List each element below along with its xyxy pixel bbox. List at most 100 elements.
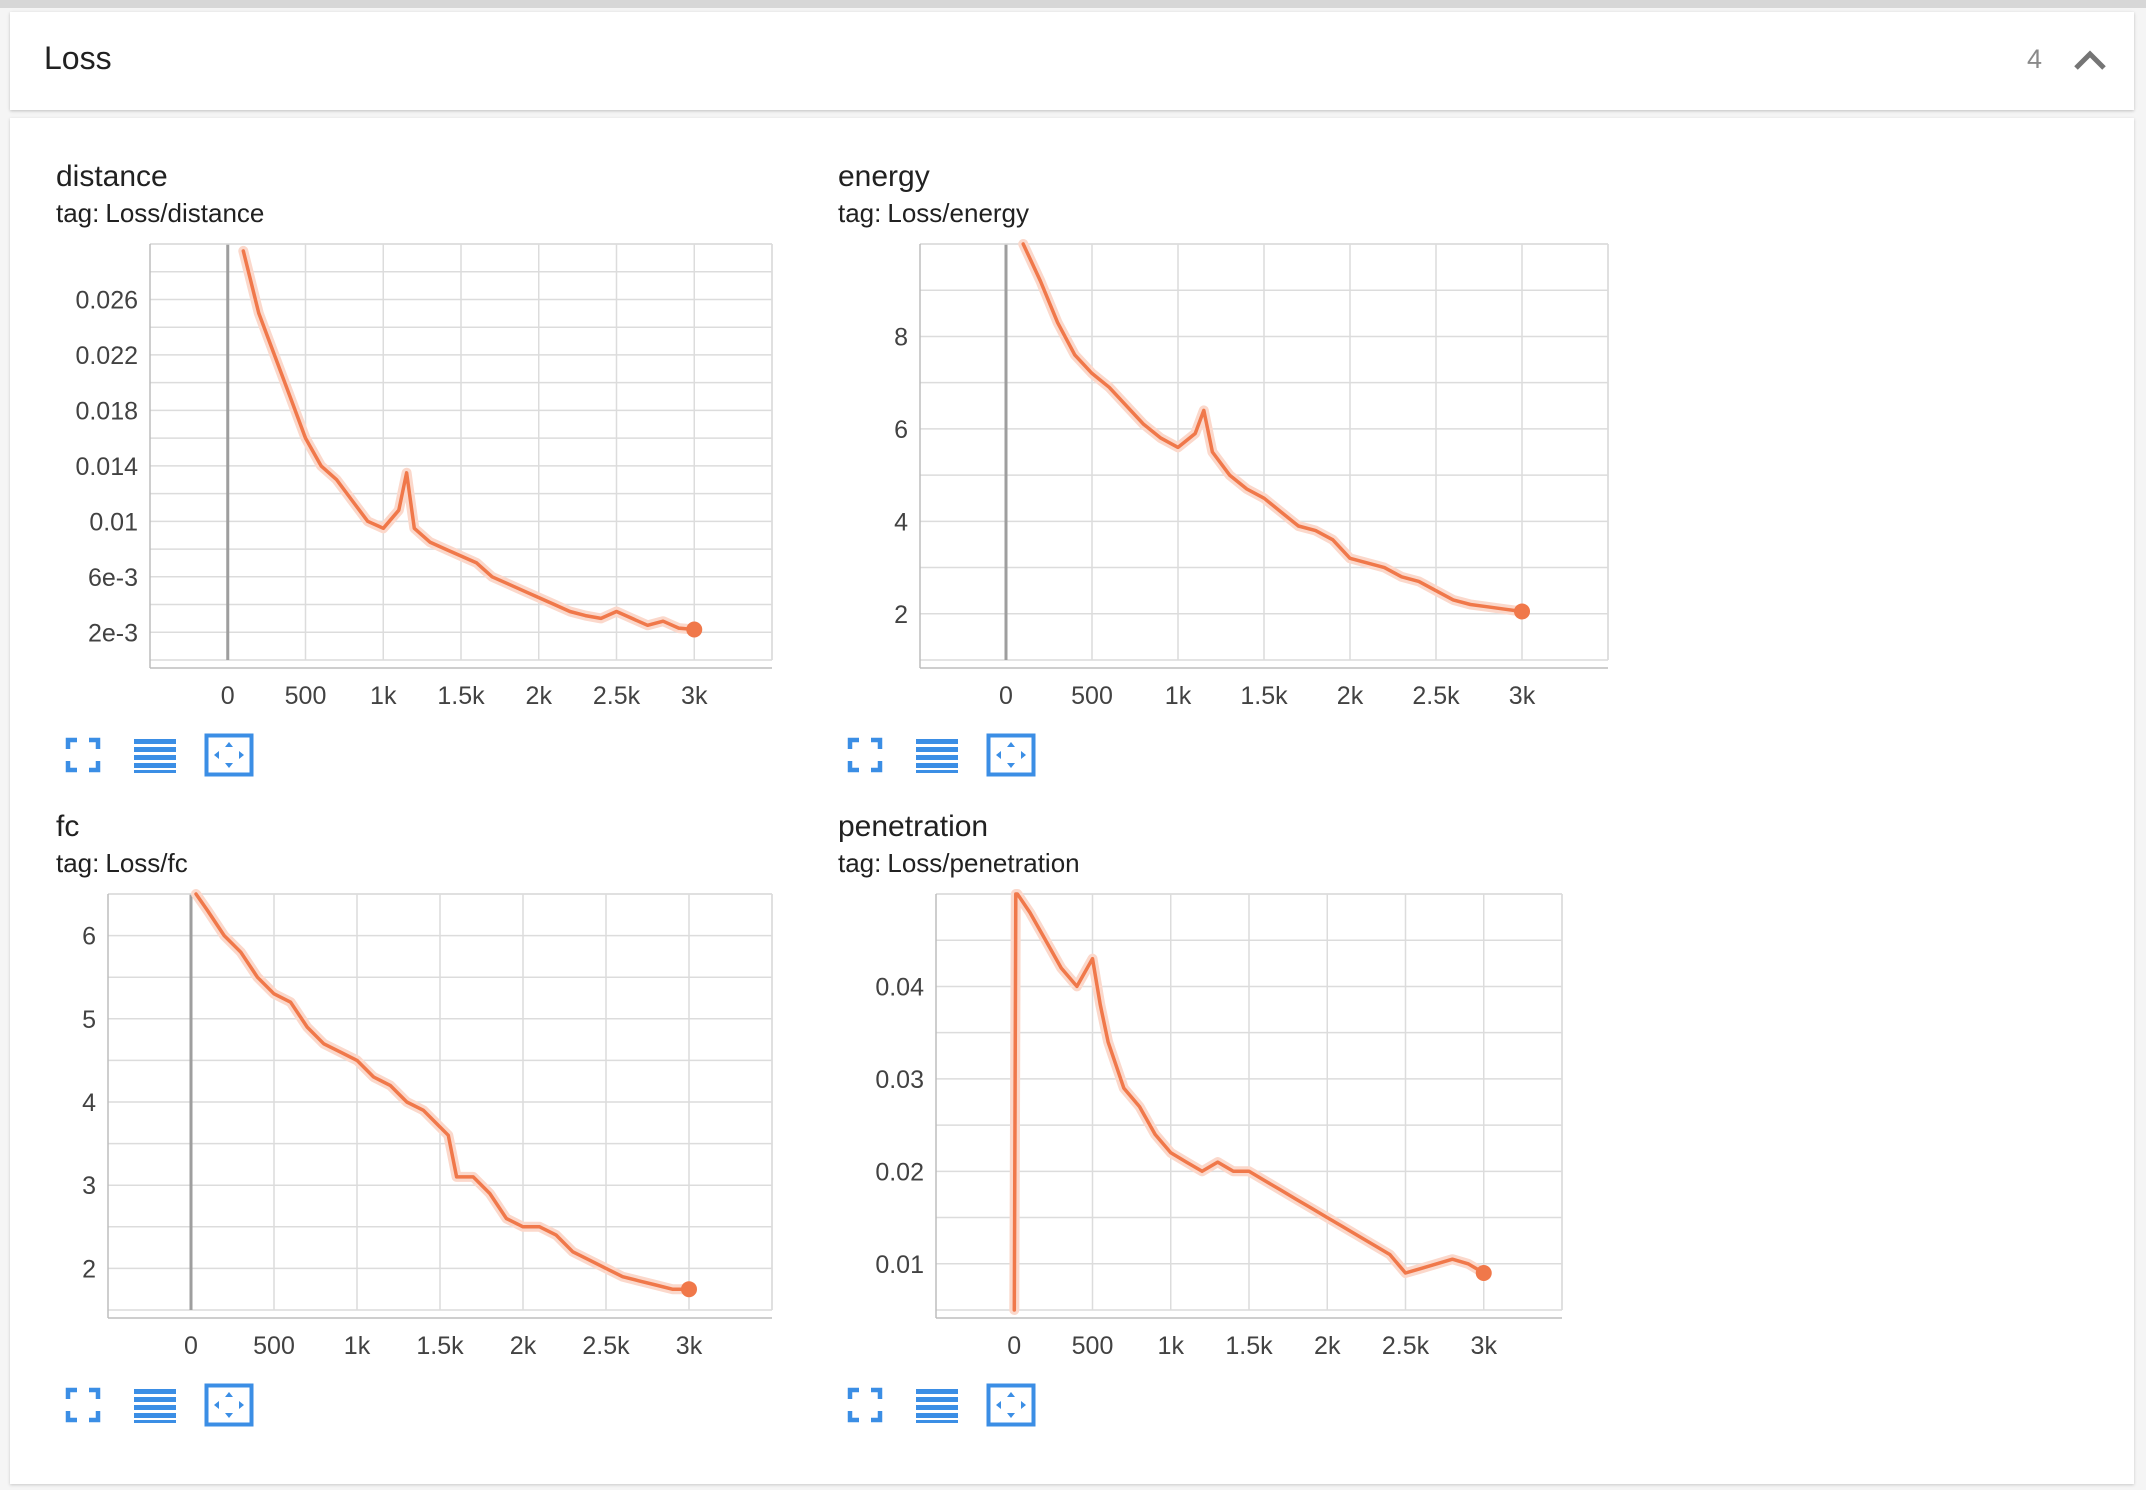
fit-domain-icon — [204, 1383, 254, 1427]
x-tick-label: 1.5k — [1225, 1332, 1273, 1360]
chart-title: penetration — [838, 810, 989, 843]
y-tick-label: 4 — [82, 1089, 96, 1117]
series-last-point — [1514, 603, 1530, 620]
y-tick-label: 6 — [82, 923, 96, 951]
y-tick-label: 0.02 — [875, 1158, 924, 1186]
line-chart-distance[interactable]: 2e-3 6e-3 0.01 0.014 0.018 0.022 0.026 0 500 1k 1.… — [10, 118, 790, 718]
x-tick-label: 500 — [253, 1332, 295, 1360]
data-table-button[interactable] — [910, 730, 964, 780]
x-tick-label: 1.5k — [437, 682, 485, 710]
x-tick-label: 2.5k — [593, 682, 641, 710]
series-last-point — [686, 621, 703, 638]
section-count: 4 — [2026, 44, 2042, 74]
x-tick-label: 0 — [999, 682, 1013, 710]
y-tick-label: 0.014 — [75, 453, 138, 481]
x-tick-label: 1k — [1158, 1332, 1185, 1360]
chart-tag: tag: Loss/distance — [56, 198, 264, 229]
chevron-up-icon[interactable] — [2068, 42, 2112, 78]
data-table-icon — [134, 739, 176, 773]
chart-tag-value: Loss/energy — [887, 198, 1030, 228]
chart-title: energy — [838, 160, 930, 193]
x-tick-label: 3k — [1509, 682, 1536, 710]
fit-domain-icon — [204, 733, 254, 777]
x-tick-label: 2k — [526, 682, 553, 710]
data-table-button[interactable] — [128, 730, 182, 780]
y-tick-label: 0.01 — [89, 508, 138, 536]
data-table-icon — [916, 739, 958, 773]
y-tick-label: 6e-3 — [88, 564, 138, 592]
fit-domain-button[interactable] — [984, 1380, 1038, 1430]
x-tick-label: 1.5k — [416, 1332, 464, 1360]
series-line-smoothed — [241, 249, 697, 632]
charts-panel: distance tag: Loss/distance 2e-3 6e-3 0.01 0… — [10, 118, 2134, 1484]
fit-domain-button[interactable] — [984, 730, 1038, 780]
series-last-point — [1475, 1265, 1492, 1282]
y-tick-label: 2 — [894, 601, 908, 629]
chart-tag-value: Loss/fc — [105, 848, 188, 878]
x-tick-label: 500 — [1072, 1332, 1114, 1360]
x-tick-label: 1k — [1165, 682, 1192, 710]
top-bar — [0, 0, 2146, 8]
section-header[interactable]: Loss 4 — [10, 12, 2134, 110]
fit-domain-icon — [986, 1383, 1036, 1427]
y-tick-label: 3 — [82, 1172, 96, 1200]
x-tick-label: 500 — [1071, 682, 1113, 710]
fullscreen-button[interactable] — [838, 730, 892, 780]
fullscreen-icon — [65, 737, 101, 773]
series-line-raw — [1018, 239, 1527, 617]
y-tick-label: 5 — [82, 1006, 96, 1034]
x-tick-label: 1k — [344, 1332, 371, 1360]
series-line-smoothed — [1012, 892, 1486, 1312]
x-tick-label: 500 — [285, 682, 327, 710]
x-tick-label: 2.5k — [1382, 1332, 1430, 1360]
y-tick-label: 0.01 — [875, 1251, 924, 1279]
y-tick-label: 0.022 — [75, 342, 138, 370]
fit-domain-button[interactable] — [202, 1380, 256, 1430]
fullscreen-icon — [65, 1387, 101, 1423]
fit-domain-icon — [986, 733, 1036, 777]
y-tick-label: 8 — [894, 323, 908, 351]
chart-tag-label: tag: — [56, 198, 100, 228]
chart-card-fc: fc tag: Loss/fc 2 3 4 5 6 0 500 1k 1.5k 2k 2.5k 3k — [56, 810, 836, 1470]
x-tick-label: 2.5k — [1412, 682, 1460, 710]
fullscreen-button[interactable] — [56, 730, 110, 780]
chart-tag-value: Loss/penetration — [887, 848, 1080, 878]
x-tick-label: 2.5k — [582, 1332, 630, 1360]
section-title: Loss — [44, 40, 112, 76]
x-tick-label: 2k — [1337, 682, 1364, 710]
x-tick-label: 0 — [1007, 1332, 1021, 1360]
x-tick-label: 1.5k — [1240, 682, 1288, 710]
fit-domain-button[interactable] — [202, 730, 256, 780]
chart-title: fc — [56, 810, 80, 843]
chart-tag: tag: Loss/fc — [56, 848, 188, 879]
y-tick-label: 2e-3 — [88, 619, 138, 647]
line-chart-fc[interactable]: 2 3 4 5 6 0 500 1k 1.5k 2k 2.5k 3k — [10, 768, 790, 1368]
y-tick-label: 0.03 — [875, 1066, 924, 1094]
y-tick-label: 0.04 — [875, 973, 924, 1001]
chart-tag: tag: Loss/energy — [838, 198, 1029, 229]
series-line-raw — [238, 245, 700, 635]
chart-tag-label: tag: — [838, 848, 882, 878]
chart-tag: tag: Loss/penetration — [838, 848, 1080, 879]
x-tick-label: 3k — [681, 682, 708, 710]
x-tick-label: 0 — [221, 682, 235, 710]
line-chart-energy[interactable]: 2 4 6 8 0 500 1k 1.5k 2k 2.5k 3k — [838, 118, 1618, 718]
chart-title: distance — [56, 160, 168, 193]
fullscreen-button[interactable] — [56, 1380, 110, 1430]
x-tick-label: 2k — [510, 1332, 537, 1360]
series-line-smoothed — [194, 892, 691, 1291]
y-tick-label: 4 — [894, 508, 908, 536]
series-last-point — [681, 1281, 697, 1298]
fullscreen-icon — [847, 737, 883, 773]
y-tick-label: 2 — [82, 1255, 96, 1283]
chart-tag-label: tag: — [56, 848, 100, 878]
x-tick-label: 3k — [676, 1332, 703, 1360]
data-table-icon — [134, 1389, 176, 1423]
chart-card-energy: energy tag: Loss/energy 2 4 6 8 0 500 1k 1.5k 2k 2… — [838, 160, 1618, 820]
data-table-button[interactable] — [128, 1380, 182, 1430]
chart-tag-value: Loss/distance — [105, 198, 265, 228]
data-table-button[interactable] — [910, 1380, 964, 1430]
line-chart-penetration[interactable]: 0.01 0.02 0.03 0.04 0 500 1k 1.5k 2k 2.5k 3k — [792, 768, 1572, 1368]
chart-card-distance: distance tag: Loss/distance 2e-3 6e-3 0.01 0… — [56, 160, 836, 820]
fullscreen-button[interactable] — [838, 1380, 892, 1430]
